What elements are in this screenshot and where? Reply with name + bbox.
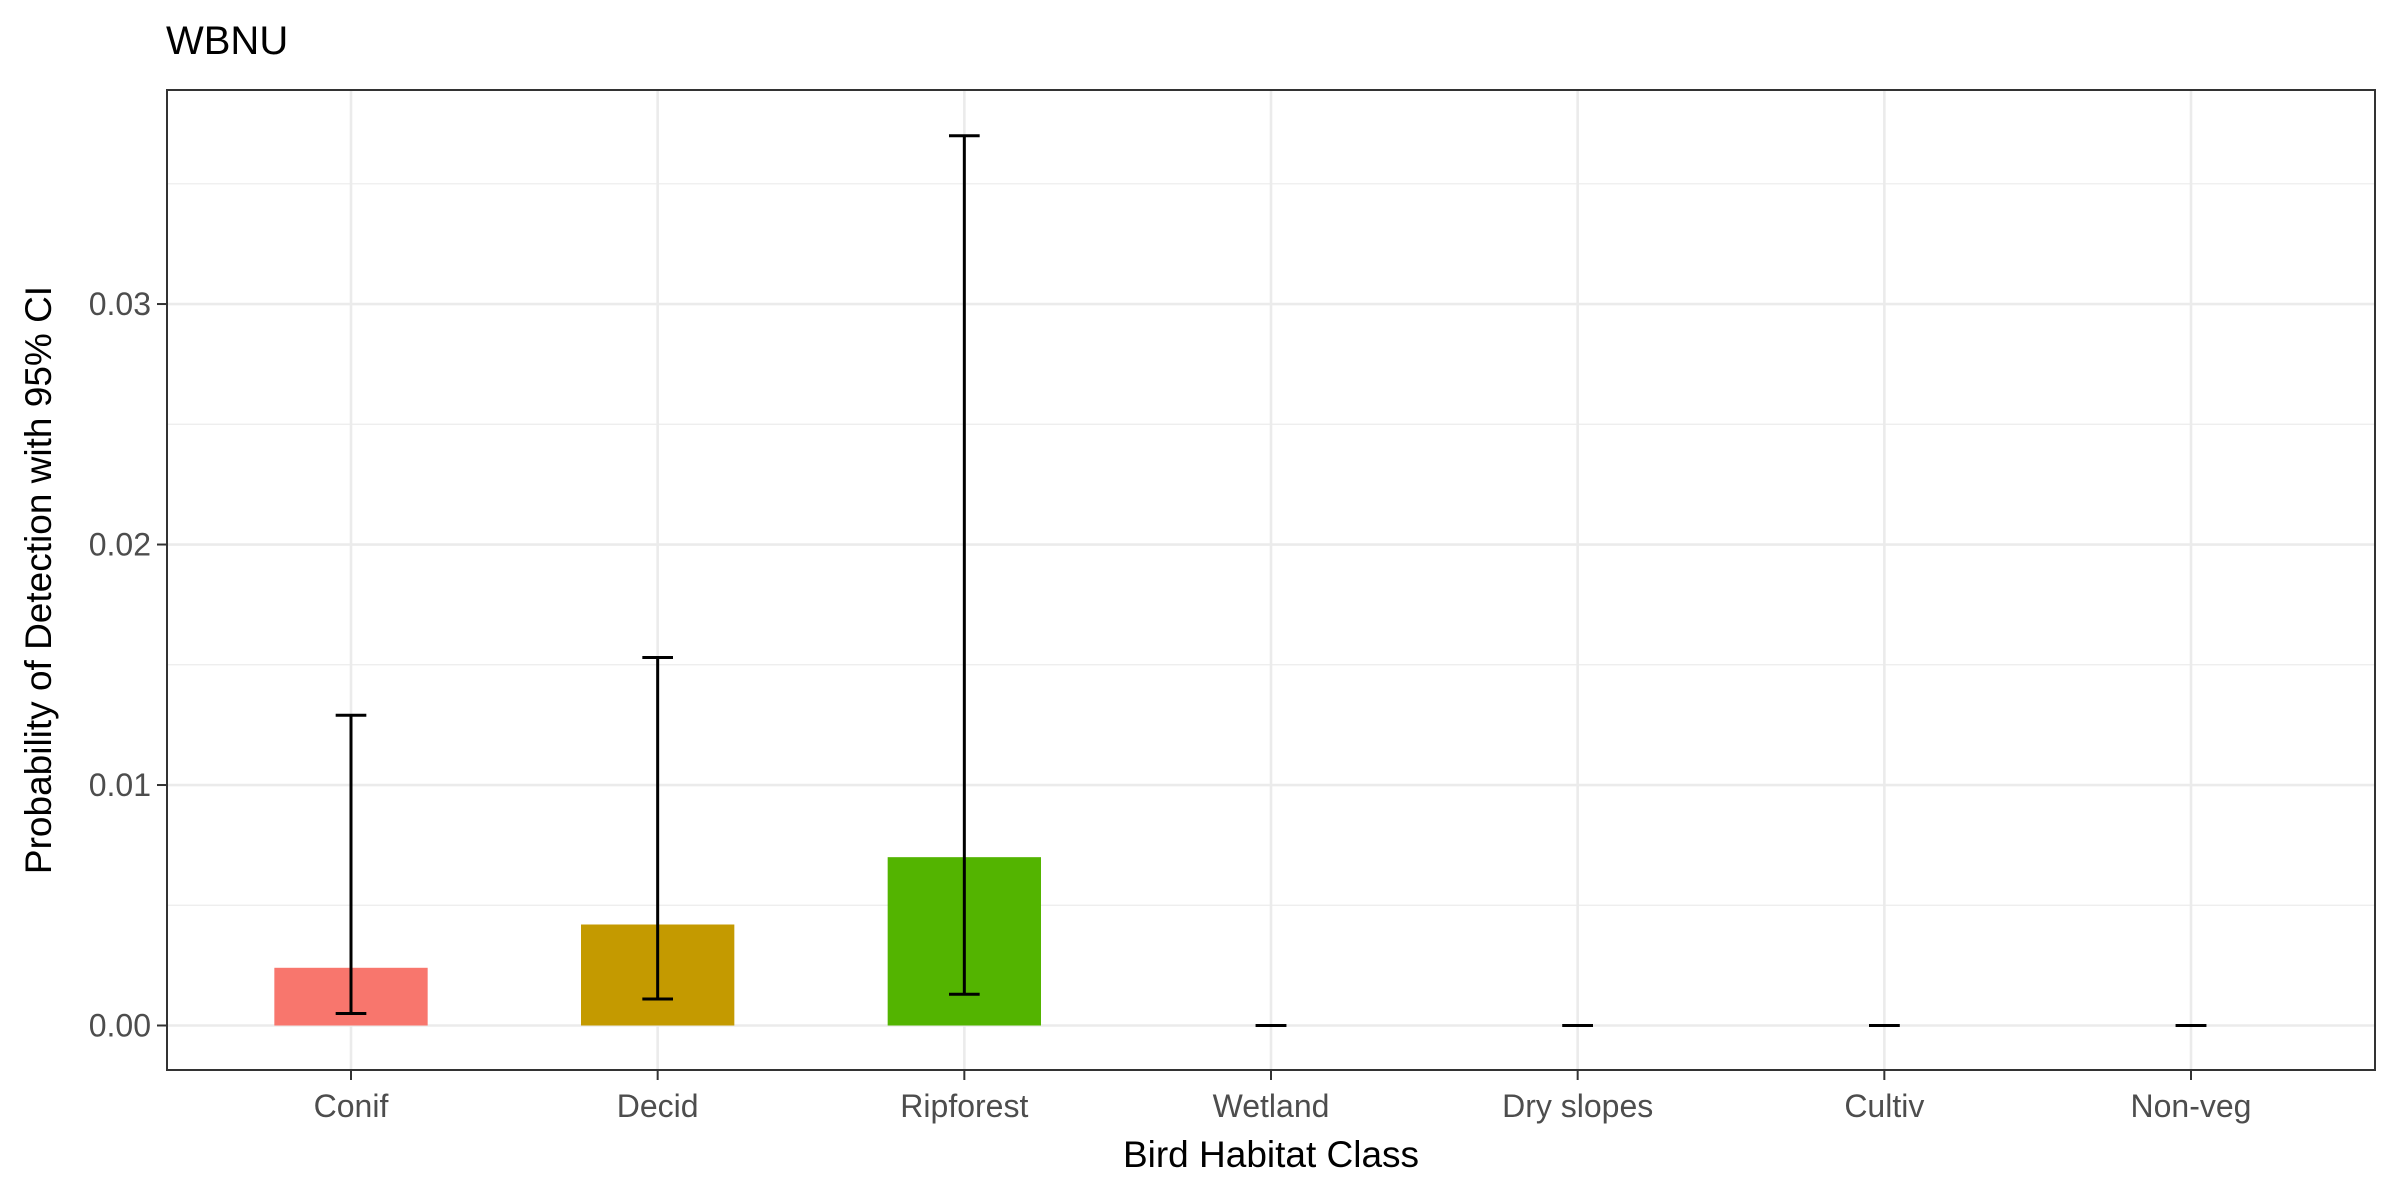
- x-tick-label: Wetland: [1213, 1088, 1330, 1124]
- y-axis-title: Probability of Detection with 95% CI: [18, 286, 59, 874]
- x-axis-title: Bird Habitat Class: [1123, 1134, 1419, 1175]
- error-bar-ripforest: [949, 134, 980, 996]
- error-bars: [335, 134, 2207, 1028]
- x-tick-label: Decid: [617, 1088, 699, 1124]
- y-axis: 0.00 0.01 0.02 0.03: [89, 286, 167, 1044]
- error-bar-conif: [335, 713, 367, 1015]
- x-tick-label: Dry slopes: [1502, 1088, 1653, 1124]
- x-tick-label: Non-veg: [2131, 1088, 2252, 1124]
- x-tick-label: Ripforest: [900, 1088, 1028, 1124]
- x-tick-label: Cultiv: [1844, 1088, 1924, 1124]
- bars: [274, 857, 1041, 1026]
- x-axis: Conif Decid Ripforest Wetland Dry slopes Cult…: [314, 1070, 2252, 1124]
- error-bar-decid: [642, 656, 673, 1001]
- chart-title: WBNU: [166, 19, 288, 63]
- y-tick-label: 0.00: [89, 1008, 151, 1044]
- y-tick-label: 0.02: [89, 527, 151, 563]
- x-tick-label: Conif: [314, 1088, 389, 1124]
- y-tick-label: 0.01: [89, 767, 151, 803]
- y-tick-label: 0.03: [89, 286, 151, 322]
